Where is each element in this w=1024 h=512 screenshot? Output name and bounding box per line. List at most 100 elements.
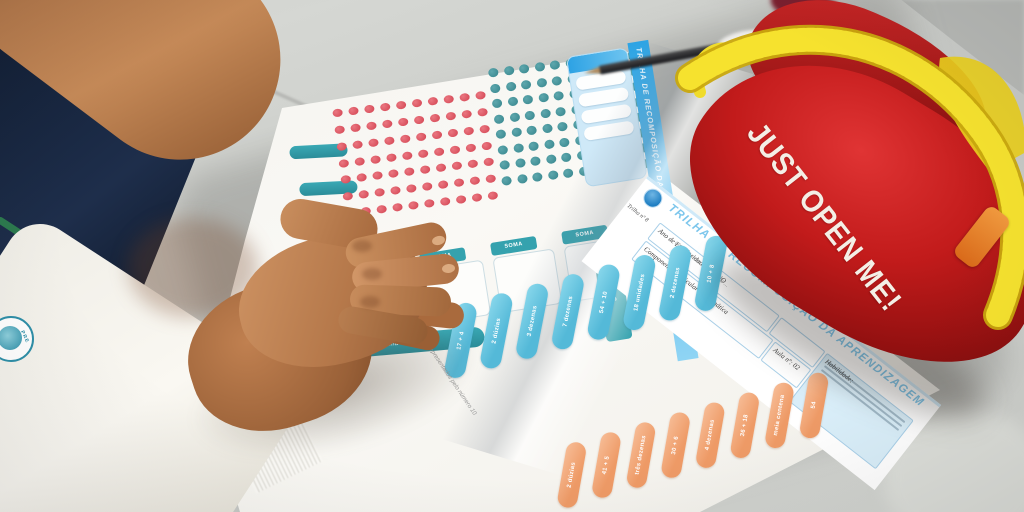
red-dot	[417, 148, 429, 158]
red-dot	[413, 115, 425, 125]
red-dot	[358, 189, 370, 200]
red-dot	[336, 141, 348, 151]
blue-card: 3 dezenas	[514, 281, 550, 361]
workbook-logo-icon	[639, 184, 667, 212]
blue-card: 18 unidades	[621, 253, 657, 332]
red-dot	[388, 169, 400, 179]
teal-dot	[534, 61, 546, 72]
orange-card: 41 + 5	[590, 430, 622, 500]
red-dot	[445, 111, 457, 121]
red-dot	[467, 159, 478, 169]
red-dot	[364, 104, 376, 114]
red-dot	[405, 184, 417, 194]
red-dot	[455, 195, 467, 205]
red-dot	[368, 137, 380, 148]
teal-dot	[489, 82, 501, 94]
red-dot	[484, 174, 496, 184]
teal-dot	[499, 159, 511, 170]
red-dot	[421, 182, 433, 192]
red-dot	[415, 132, 427, 142]
red-dot	[437, 180, 449, 190]
red-dot	[449, 144, 461, 155]
blue-card: 7 dezenas	[550, 272, 586, 351]
red-dot	[408, 200, 419, 211]
red-dot	[471, 193, 483, 203]
orange-card: 30 + 6	[660, 410, 692, 480]
teal-dot	[488, 67, 500, 78]
red-dot	[334, 124, 346, 135]
red-dot	[350, 123, 362, 133]
red-dot	[451, 161, 463, 171]
red-dot	[433, 146, 445, 156]
orange-card: 54	[798, 371, 830, 440]
orange-card: 36 + 18	[729, 391, 761, 460]
red-dot	[340, 175, 352, 185]
red-dot	[429, 113, 441, 123]
teal-dot	[501, 175, 513, 186]
uniform-logo-emblem	[0, 326, 22, 350]
red-dot	[458, 92, 470, 102]
red-dot	[397, 117, 409, 127]
red-dot	[453, 178, 465, 188]
teal-dot	[524, 109, 536, 121]
red-dot	[366, 121, 378, 131]
red-dot	[354, 156, 366, 166]
teal-dot	[497, 144, 509, 155]
red-dot	[356, 173, 368, 183]
red-dot	[480, 141, 492, 151]
red-dot	[376, 204, 388, 214]
red-dot	[469, 176, 481, 186]
red-dot	[462, 126, 474, 136]
teal-dot	[512, 142, 524, 153]
teal-dot	[495, 129, 507, 140]
teal-dot	[503, 65, 515, 76]
blue-card: 54 + 10	[586, 262, 622, 342]
red-dot	[435, 163, 447, 173]
red-dot	[482, 157, 494, 167]
red-dot	[382, 119, 393, 129]
red-dot	[474, 90, 486, 100]
red-dot	[372, 171, 384, 181]
red-dot	[427, 96, 439, 106]
red-dot	[443, 94, 454, 104]
red-dot	[476, 107, 488, 117]
knuckle-shade	[352, 240, 372, 252]
red-dot	[419, 165, 431, 175]
red-dot	[465, 142, 476, 153]
red-dot	[486, 191, 498, 201]
teal-dot	[511, 127, 523, 138]
teal-dot	[520, 79, 532, 90]
red-dot	[379, 102, 391, 112]
knuckle-shade	[362, 268, 382, 280]
red-dot	[395, 100, 407, 110]
red-dot	[370, 154, 382, 164]
teal-dot	[491, 98, 503, 109]
red-dot	[374, 188, 386, 198]
red-dot	[332, 108, 344, 118]
red-dot	[399, 133, 411, 144]
red-dot	[447, 128, 459, 138]
red-dot	[403, 167, 415, 177]
red-dot	[401, 150, 413, 160]
blue-card: 2 dúzias	[478, 291, 514, 371]
teal-dot	[518, 63, 530, 74]
orange-card: três dezenas	[625, 420, 657, 490]
red-dot	[431, 130, 443, 140]
teal-dot	[509, 111, 521, 122]
red-dot	[411, 98, 423, 108]
red-dot	[352, 139, 364, 149]
orange-card: 4 dezenas	[694, 400, 726, 470]
teal-dot	[522, 94, 534, 105]
orange-card: 2 dúzias	[556, 440, 588, 510]
red-dot	[460, 109, 472, 119]
red-dot	[342, 191, 354, 202]
red-dot	[478, 124, 490, 134]
teal-dot	[505, 81, 517, 92]
red-dot	[439, 197, 451, 207]
red-dot-grid	[331, 90, 499, 221]
red-dot	[392, 202, 404, 213]
blue-card: 2 dezenas	[657, 243, 693, 323]
red-dot	[384, 135, 395, 146]
red-dot	[338, 158, 350, 168]
